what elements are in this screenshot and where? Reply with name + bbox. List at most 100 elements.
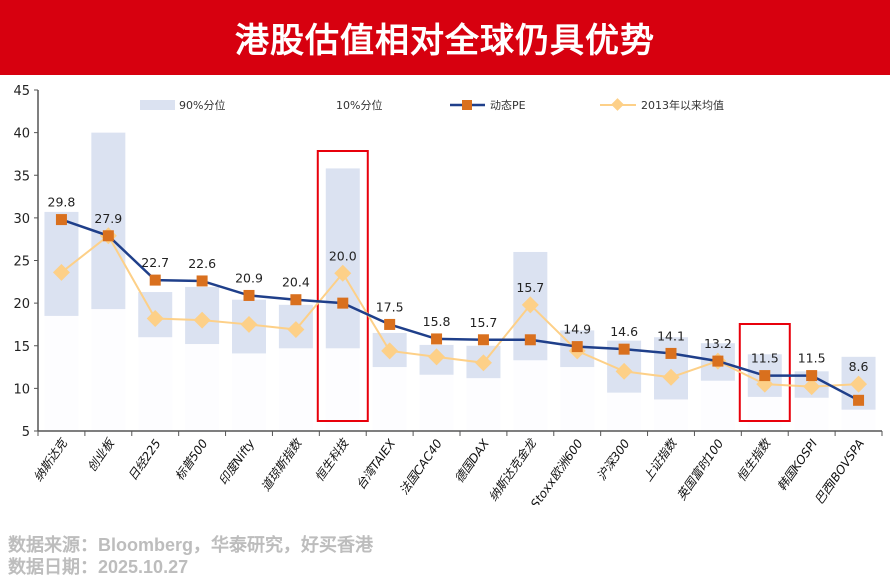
x-tick-label: 日经225: [125, 437, 163, 483]
source-note: 数据来源：Bloomberg，华泰研究，好买香港: [8, 535, 373, 555]
pe-marker: [337, 297, 349, 309]
page-title: 港股估值相对全球仍具优势: [235, 21, 655, 61]
pe-marker: [431, 333, 443, 345]
pe-data-label: 11.5: [798, 351, 826, 366]
pe-data-label: 29.8: [48, 195, 76, 210]
legend-pe-marker: [462, 100, 472, 110]
p10-bar: [372, 367, 407, 431]
p10-bar: [44, 315, 79, 431]
pe-marker: [196, 275, 208, 287]
percentile-band: [91, 132, 126, 310]
y-tick-label: 20: [13, 297, 30, 312]
pe-marker: [477, 334, 489, 346]
x-tick-label: 英国富时100: [674, 436, 726, 502]
pe-data-label: 14.6: [610, 324, 638, 339]
pe-marker: [571, 341, 583, 353]
legend-mean-marker: [611, 98, 624, 111]
pe-marker: [102, 230, 114, 242]
p10-bar: [607, 392, 642, 431]
p10-bar: [700, 380, 735, 431]
x-tick-label: 纳斯达克金龙: [486, 435, 540, 504]
pe-data-label: 17.5: [376, 299, 404, 314]
p10-bar: [747, 396, 782, 431]
percentile-band: [325, 168, 360, 349]
mean-marker: [287, 321, 305, 339]
pe-data-label: 11.5: [751, 351, 779, 366]
y-tick-label: 35: [13, 169, 30, 184]
p10-bar: [841, 409, 876, 431]
pe-data-label: 20.0: [329, 248, 357, 263]
mean-marker: [193, 311, 211, 329]
x-tick-label: 恒生科技: [312, 435, 352, 484]
percentile-band: [654, 337, 688, 400]
pe-data-label: 8.6: [849, 359, 869, 374]
pe-data-label: 20.9: [235, 270, 263, 285]
y-tick-label: 5: [22, 425, 30, 440]
title-banner: 港股估值相对全球仍具优势: [0, 0, 890, 75]
y-tick-label: 30: [13, 212, 30, 227]
date-note: 数据日期：2025.10.27: [8, 557, 189, 577]
p10-bar: [138, 337, 173, 431]
x-tick-label: 上证指数: [640, 435, 680, 484]
pe-marker: [618, 343, 630, 355]
p10-bar: [232, 353, 266, 431]
p10-bar: [325, 348, 360, 431]
pe-comparison-chart: 5 10 15 20 25 30 35 40 45 纳斯达克 创业板 日经225 标普500 印度Nift…: [13, 84, 883, 505]
pe-data-label: 22.7: [141, 255, 169, 270]
legend-p90: 90%分位: [179, 98, 225, 112]
p10-bar: [654, 399, 688, 431]
legend-mean: 2013年以来均值: [641, 98, 724, 112]
pe-line: [61, 218, 860, 402]
mean-marker: [615, 362, 633, 380]
p10-bar: [466, 378, 501, 431]
p10-bar: [278, 348, 313, 431]
pe-marker: [759, 370, 771, 382]
pe-data-label: 14.9: [563, 322, 591, 337]
pe-marker: [524, 334, 536, 346]
mean-marker: [474, 354, 492, 372]
highlight-box: [316, 150, 369, 422]
pe-data-label: 20.4: [282, 275, 310, 290]
pe-marker: [665, 347, 677, 359]
x-tick-label: 道琼斯指数: [258, 435, 305, 494]
x-tick-label: 韩国KOSPI: [775, 436, 821, 493]
pe-marker: [384, 318, 396, 330]
pe-data-label: 27.9: [94, 211, 122, 226]
x-tick-label: 恒生指数: [734, 435, 774, 484]
pe-marker: [243, 289, 255, 301]
x-tick-label: 标普500: [172, 436, 211, 483]
mean-marker: [428, 348, 446, 366]
legend-p10: 10%分位: [336, 98, 382, 112]
x-tick-label: 法国CAC40: [397, 436, 446, 497]
pe-data-label: 13.2: [704, 336, 732, 351]
pe-marker: [853, 394, 865, 406]
x-tick-label: 德国DAX: [452, 436, 492, 485]
mean-marker: [240, 315, 258, 333]
mean-marker: [146, 309, 164, 327]
y-tick-label: 40: [13, 127, 30, 142]
p10-bar: [794, 397, 829, 431]
pe-marker: [149, 274, 161, 286]
x-tick-label: 创业板: [85, 435, 118, 474]
pe-marker: [806, 370, 818, 382]
p10-bar: [185, 344, 220, 431]
y-tick-label: 10: [13, 382, 30, 397]
x-tick-label: 巴西IBOVSPA: [812, 437, 867, 505]
x-tick-label: 台湾TAIEX: [354, 436, 399, 492]
legend-swatch-p90: [140, 100, 175, 110]
x-tick-label: 沪深300: [594, 436, 633, 483]
mean-marker: [803, 378, 821, 396]
legend-pe: 动态PE: [490, 99, 526, 112]
pe-data-label: 15.8: [423, 314, 451, 329]
p10-bar: [513, 360, 548, 431]
pe-marker: [712, 355, 724, 367]
mean-marker: [521, 296, 539, 314]
pe-data-label: 22.6: [188, 256, 216, 271]
y-tick-label: 25: [13, 255, 30, 270]
y-tick-label: 45: [13, 84, 30, 99]
pe-marker: [55, 214, 67, 226]
mean-marker: [334, 264, 352, 282]
pe-data-label: 15.7: [470, 315, 498, 330]
p10-bar: [560, 367, 595, 431]
x-tick-label: 印度Nifty: [216, 436, 258, 488]
